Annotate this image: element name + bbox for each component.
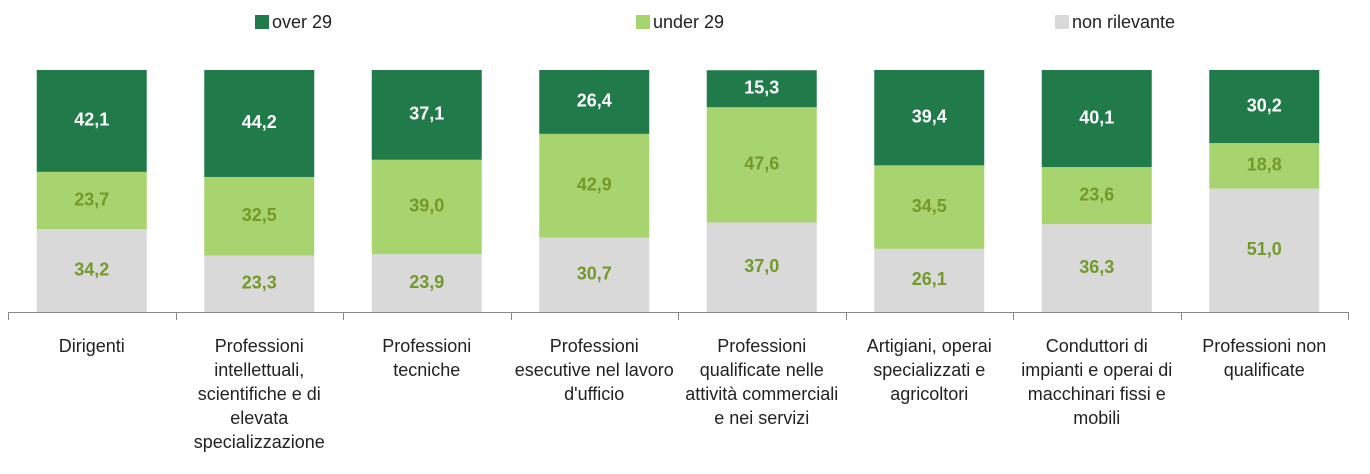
bar-segment (539, 133, 650, 238)
value-label: 37,1 (409, 104, 444, 124)
bar-segment (539, 237, 650, 312)
bar-segment (874, 70, 985, 166)
value-label: 23,6 (1079, 184, 1114, 204)
bar-segment (1209, 143, 1320, 189)
bar-segment (1041, 224, 1152, 312)
bar-segment (706, 70, 817, 108)
bar-segment (204, 70, 315, 177)
value-label: 23,7 (74, 189, 109, 209)
value-label: 30,2 (1247, 95, 1282, 115)
bar-segment (36, 229, 147, 312)
bar-segment (36, 70, 147, 172)
bar-segment (539, 70, 650, 134)
bar-segment (1041, 70, 1152, 168)
value-label: 51,0 (1247, 239, 1282, 259)
value-label: 39,0 (409, 196, 444, 216)
value-label: 37,0 (744, 256, 779, 276)
value-label: 44,2 (242, 112, 277, 132)
legend-label: non rilevante (1072, 12, 1175, 32)
value-label: 42,9 (577, 175, 612, 195)
x-tick-label: Conduttori di impianti e operai di macch… (1021, 336, 1173, 428)
value-label: 42,1 (74, 110, 109, 130)
value-label: 32,5 (242, 205, 277, 225)
bar-segment (1209, 70, 1320, 144)
value-label: 34,2 (74, 259, 109, 279)
value-label: 23,9 (409, 272, 444, 292)
bar-segment (204, 176, 315, 256)
bar-segment (706, 107, 817, 223)
bar-segment (874, 165, 985, 249)
bar-segment (371, 254, 482, 312)
x-tick-label: Professioni intellettuali, scientifiche … (193, 336, 325, 452)
value-label: 36,3 (1079, 257, 1114, 277)
legend-swatch (255, 15, 269, 29)
legend-swatch (1055, 15, 1069, 29)
x-tick-label: Professioni esecutive nel lavoro d'uffic… (514, 336, 674, 404)
x-tick-label: Professioni tecniche (382, 336, 472, 380)
x-tick-label: Artigiani, operai specializzati e agrico… (866, 336, 992, 404)
legend-label: under 29 (653, 12, 724, 32)
legend-swatch (636, 15, 650, 29)
bar-segment (371, 70, 482, 160)
bar-segment (1041, 167, 1152, 225)
value-label: 40,1 (1079, 107, 1114, 127)
bar-segment (1209, 188, 1320, 312)
bar-segment (874, 248, 985, 312)
value-label: 47,6 (744, 154, 779, 174)
value-label: 23,3 (242, 273, 277, 293)
value-label: 30,7 (577, 264, 612, 284)
x-tick-label: Dirigenti (58, 336, 125, 356)
bar-segment (204, 255, 315, 312)
bar-segment (371, 159, 482, 255)
bar-segment (36, 171, 147, 230)
value-label: 15,3 (744, 78, 779, 98)
value-label: 39,4 (912, 106, 947, 126)
value-label: 26,1 (912, 269, 947, 289)
value-label: 18,8 (1247, 155, 1282, 175)
x-tick-label: Professioni non qualificate (1202, 336, 1327, 380)
value-label: 26,4 (577, 91, 612, 111)
legend-label: over 29 (272, 12, 332, 32)
value-label: 34,5 (912, 196, 947, 216)
x-tick-label: Professioni qualificate nelle attività c… (685, 336, 839, 428)
bar-segment (706, 222, 817, 312)
